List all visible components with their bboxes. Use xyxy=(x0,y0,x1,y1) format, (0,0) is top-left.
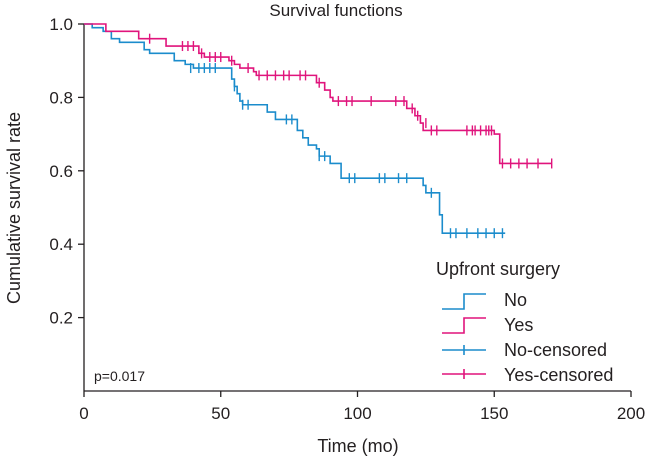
legend-label-yes-censored: Yes-censored xyxy=(504,365,613,385)
x-tick-label-150: 150 xyxy=(480,404,508,423)
y-axis-label: Cumulative survival rate xyxy=(4,112,24,304)
axis-ticks: 0 50 100 150 200 0.2 0.4 0.6 0.8 1.0 xyxy=(49,15,645,423)
x-tick-label-200: 200 xyxy=(617,404,645,423)
legend-swatch-yes xyxy=(442,317,486,334)
legend-swatch-yes-censored xyxy=(442,369,486,379)
axes xyxy=(83,24,631,392)
legend-label-yes: Yes xyxy=(504,315,533,335)
chart-title: Survival functions xyxy=(269,1,402,20)
legend: Upfront surgery No Yes No-censored Yes-c… xyxy=(436,259,613,385)
x-tick-label-0: 0 xyxy=(79,404,88,423)
legend-swatch-no xyxy=(442,293,486,310)
p-value-annotation: p=0.017 xyxy=(94,368,145,384)
legend-title: Upfront surgery xyxy=(436,259,560,279)
y-tick-label-0.4: 0.4 xyxy=(49,235,73,254)
series-no xyxy=(84,23,506,239)
y-tick-label-0.8: 0.8 xyxy=(49,88,73,107)
series-layer xyxy=(84,23,553,239)
y-tick-label-0.6: 0.6 xyxy=(49,162,73,181)
series-yes xyxy=(84,23,553,169)
legend-label-no-censored: No-censored xyxy=(504,340,607,360)
legend-label-no: No xyxy=(504,290,527,310)
y-tick-label-1: 1.0 xyxy=(49,15,73,34)
legend-swatch-no-censored xyxy=(442,345,486,355)
survival-curve-yes xyxy=(84,23,552,165)
y-tick-label-0.2: 0.2 xyxy=(49,309,73,328)
x-axis-label: Time (mo) xyxy=(317,436,398,456)
survival-curve-no xyxy=(84,23,506,234)
x-tick-label-100: 100 xyxy=(343,404,371,423)
x-tick-label-50: 50 xyxy=(211,404,230,423)
